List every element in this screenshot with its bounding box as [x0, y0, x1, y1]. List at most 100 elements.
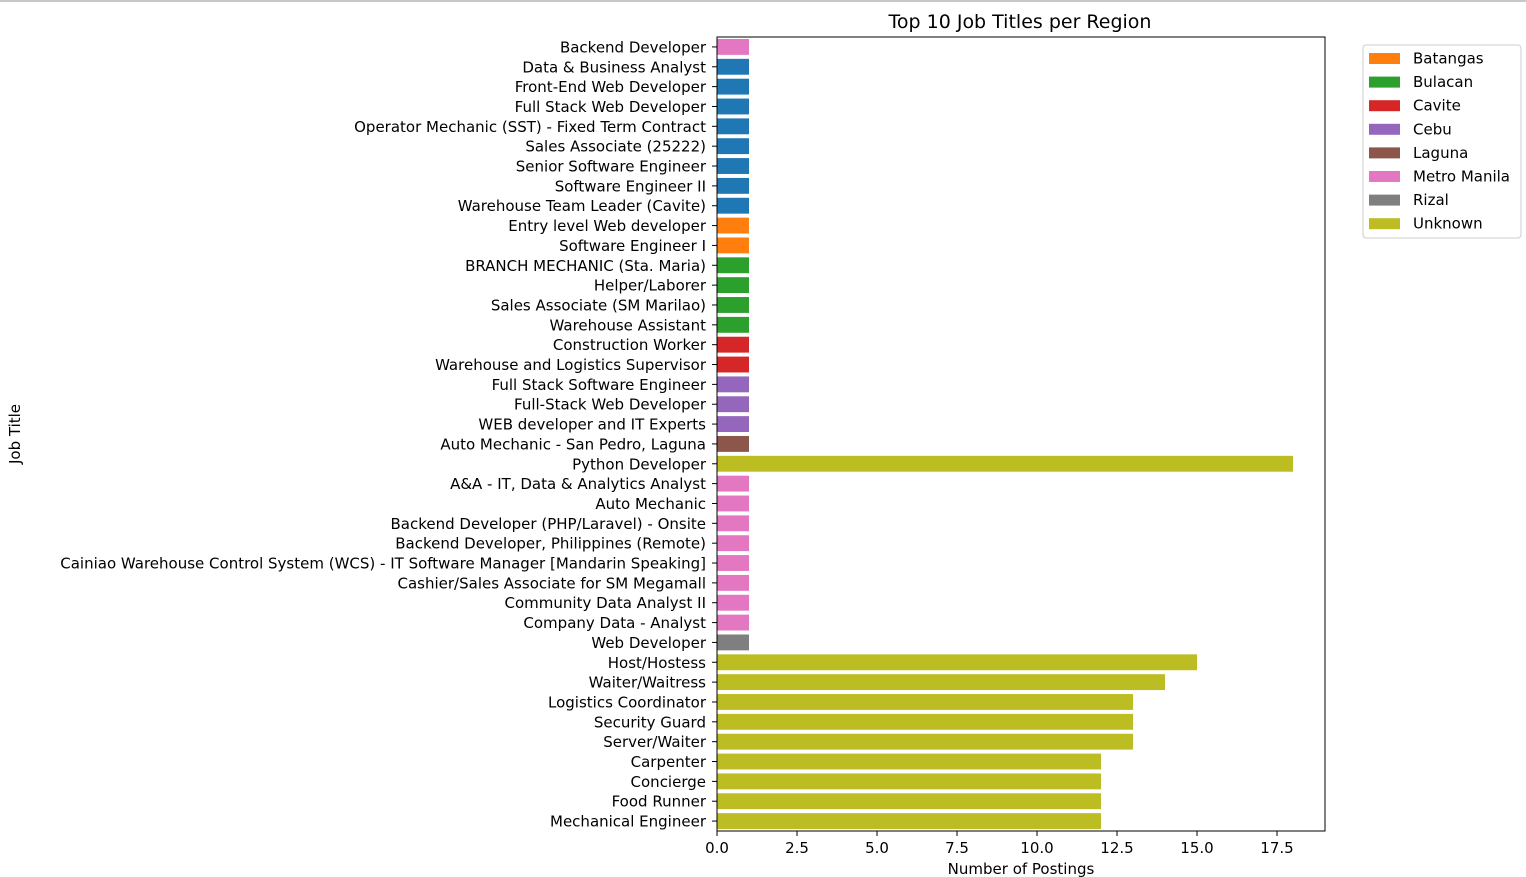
- legend-swatch: [1369, 123, 1400, 135]
- y-tick-label: Entry level Web developer: [508, 217, 707, 235]
- bar: [717, 694, 1133, 710]
- bar: [717, 515, 749, 532]
- legend-entry-label: Rizal: [1413, 191, 1449, 209]
- bar: [717, 455, 1293, 472]
- y-tick-label: Logistics Coordinator: [548, 693, 707, 711]
- x-tick-label: 7.5: [945, 839, 969, 857]
- y-tick-label: Software Engineer II: [555, 177, 706, 195]
- legend-entry-label: Laguna: [1413, 144, 1468, 162]
- y-tick-labels: Backend Developer Data & Business Analyst…: [60, 38, 717, 831]
- y-tick-label: A&A - IT, Data & Analytics Analyst: [450, 475, 706, 493]
- x-tick-label: 10.0: [1020, 839, 1053, 857]
- y-tick-label: Auto Mechanic - San Pedro, Laguna: [440, 435, 706, 453]
- bar: [717, 257, 749, 274]
- y-tick-label: Web Developer: [591, 634, 706, 652]
- legend-swatch: [1369, 171, 1400, 182]
- y-tick-label: Security Guard: [594, 713, 706, 731]
- bar: [717, 118, 749, 135]
- y-tick-label: BRANCH MECHANIC (Sta. Maria): [465, 257, 706, 275]
- bar: [717, 555, 749, 571]
- bar: [717, 78, 749, 95]
- bar: [717, 594, 749, 611]
- y-tick-label: Host/Hostess: [608, 654, 706, 672]
- y-tick-label: Waiter/Waitress: [589, 674, 707, 692]
- y-tick-label: Full Stack Web Developer: [515, 98, 707, 116]
- y-tick-label: Senior Software Engineer: [516, 158, 707, 176]
- legend-entry-label: Batangas: [1413, 50, 1484, 68]
- y-tick-label: Backend Developer (PHP/Laravel) - Onsite: [391, 515, 706, 533]
- bar: [717, 753, 1101, 770]
- bar: [717, 793, 1101, 810]
- legend-entry-label: Unknown: [1413, 215, 1483, 233]
- y-tick-label: Warehouse Assistant: [550, 316, 707, 334]
- x-tick-label: 17.5: [1260, 839, 1293, 857]
- bar: [717, 38, 749, 55]
- bar: [717, 574, 749, 591]
- y-tick-label: Cashier/Sales Associate for SM Megamall: [398, 574, 707, 592]
- y-tick-label: Sales Associate (SM Marilao): [491, 296, 706, 314]
- bar: [717, 713, 1133, 730]
- y-tick-label: Helper/Laborer: [594, 277, 707, 295]
- y-tick-label: Operator Mechanic (SST) - Fixed Term Con…: [354, 118, 706, 136]
- x-tick-label: 2.5: [785, 839, 809, 857]
- y-axis-label: Job Title: [6, 404, 24, 465]
- x-axis-label: Number of Postings: [948, 860, 1095, 877]
- window-top-border: [0, 0, 1526, 2]
- y-tick-label: Full-Stack Web Developer: [514, 396, 707, 414]
- legend-entry-label: Metro Manila: [1413, 168, 1510, 186]
- bar: [717, 138, 749, 155]
- bar: [717, 177, 749, 194]
- bar: [717, 634, 749, 651]
- bar: [717, 614, 749, 631]
- bar: [717, 813, 1101, 830]
- bar: [717, 316, 749, 333]
- x-tick-label: 15.0: [1180, 839, 1213, 857]
- y-tick-label: WEB developer and IT Experts: [478, 416, 706, 434]
- y-tick-label: Construction Worker: [553, 336, 707, 354]
- y-tick-label: Food Runner: [612, 793, 707, 811]
- legend-entry-label: Cavite: [1413, 97, 1461, 115]
- y-tick-label: Full Stack Software Engineer: [492, 376, 707, 394]
- y-tick-label: Warehouse Team Leader (Cavite): [458, 197, 706, 215]
- legend-frame: [1362, 44, 1522, 239]
- bar: [717, 158, 749, 174]
- bar: [717, 336, 749, 353]
- x-tick-label: 5.0: [865, 839, 889, 857]
- y-tick-label: Auto Mechanic: [595, 495, 706, 513]
- y-tick-label: Sales Associate (25222): [525, 138, 706, 156]
- bar: [717, 297, 749, 313]
- bar: [717, 773, 1101, 790]
- bar: [717, 435, 749, 452]
- y-tick-label: Mechanical Engineer: [550, 813, 707, 831]
- bar: [717, 376, 749, 393]
- y-tick-label: Backend Developer, Philippines (Remote): [395, 535, 706, 553]
- bars-group: [717, 38, 1293, 830]
- y-tick-label: Concierge: [631, 773, 706, 791]
- plot-area-frame: [716, 36, 1326, 832]
- bar: [717, 654, 1197, 671]
- bar: [717, 58, 749, 75]
- x-tick-label: 0.0: [705, 839, 729, 857]
- legend-swatch: [1369, 100, 1400, 112]
- legend: Batangas Bulacan Cavite Cebu Laguna Metro Man…: [1362, 44, 1522, 239]
- y-tick-label: Cainiao Warehouse Control System (WCS) -…: [60, 555, 706, 573]
- y-tick-label: Company Data - Analyst: [523, 614, 706, 632]
- legend-swatch: [1369, 147, 1400, 159]
- y-tick-label: Python Developer: [572, 455, 707, 473]
- y-tick-label: Server/Waiter: [603, 733, 707, 751]
- bar: [717, 674, 1165, 691]
- bar: [717, 217, 749, 234]
- bar: [717, 277, 749, 294]
- x-axis: 0.0 2.5 5.0 7.5 10.0 12.5 15.0 17.5: [705, 831, 1294, 857]
- bar: [717, 356, 749, 373]
- legend-swatch: [1369, 76, 1400, 88]
- bar: [717, 733, 1133, 750]
- chart-title: Top 10 Job Titles per Region: [888, 11, 1152, 33]
- y-tick-label: Community Data Analyst II: [505, 594, 706, 612]
- bar: [717, 475, 749, 492]
- legend-swatch: [1369, 53, 1400, 64]
- bar: [717, 98, 749, 115]
- bar: [717, 416, 749, 433]
- legend-entry-label: Bulacan: [1413, 73, 1473, 91]
